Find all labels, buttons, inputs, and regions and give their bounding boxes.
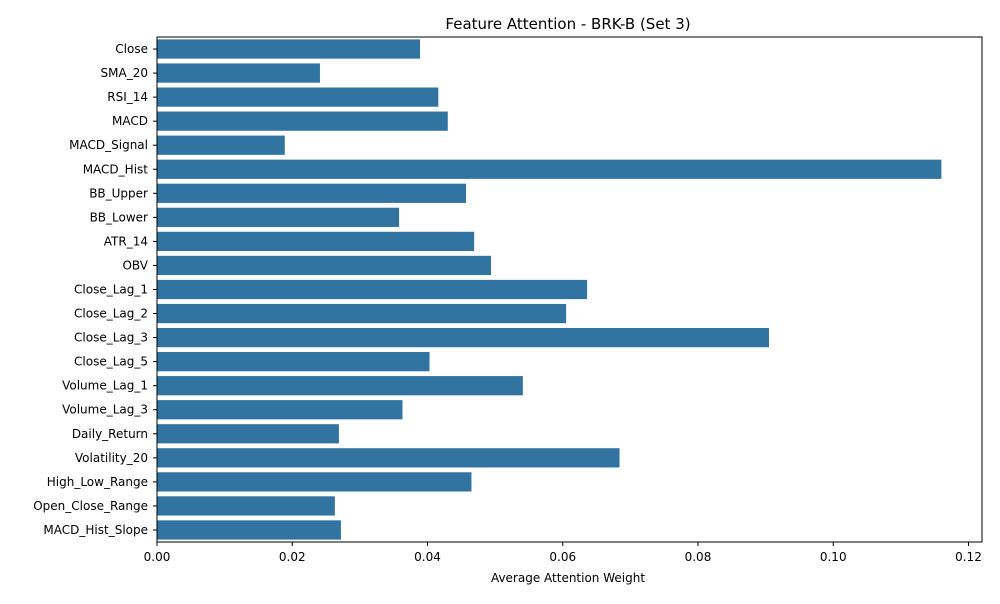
bar-daily-return xyxy=(157,424,339,444)
x-tick-label: 0.04 xyxy=(414,550,441,564)
x-axis-ticks: 0.00 0.02 0.04 0.06 0.08 0.10 0.12 xyxy=(144,542,982,564)
bar-macd-hist-slope xyxy=(157,520,341,540)
y-tick-label: Close_Lag_5 xyxy=(74,355,148,369)
bar-volume-lag-1 xyxy=(157,376,523,396)
y-tick-label: Daily_Return xyxy=(72,427,148,441)
y-tick-label: MACD_Hist xyxy=(83,162,149,176)
bar-macd-hist xyxy=(157,159,942,179)
y-tick-label: ATR_14 xyxy=(104,234,148,248)
y-tick-label: RSI_14 xyxy=(107,90,148,104)
x-tick-label: 0.02 xyxy=(279,550,306,564)
y-tick-label: Close xyxy=(115,42,148,56)
bar-bb-lower xyxy=(157,207,400,227)
bar-bb-upper xyxy=(157,183,467,203)
bars-group xyxy=(157,39,942,540)
y-tick-label: High_Low_Range xyxy=(47,475,148,489)
bar-volume-lag-3 xyxy=(157,400,403,420)
x-axis-label: Average Attention Weight xyxy=(491,571,645,585)
bar-macd xyxy=(157,111,448,131)
bar-close-lag-1 xyxy=(157,279,588,300)
y-tick-label: Close_Lag_3 xyxy=(74,331,148,345)
bar-close-lag-2 xyxy=(157,303,567,324)
y-tick-label: OBV xyxy=(122,258,148,272)
y-axis-ticks: Close SMA_20 RSI_14 MACD MACD_Signal MACD_His… xyxy=(33,42,157,537)
bar-close-lag-3 xyxy=(157,327,769,348)
bar-close-lag-5 xyxy=(157,352,430,372)
y-tick-label: Volatility_20 xyxy=(75,451,148,465)
bar-volatility-20 xyxy=(157,448,620,468)
x-tick-label: 0.12 xyxy=(955,550,982,564)
y-tick-label: MACD_Hist_Slope xyxy=(43,523,148,537)
bar-close xyxy=(157,39,421,59)
bar-macd-signal xyxy=(157,135,285,155)
chart-title: Feature Attention - BRK-B (Set 3) xyxy=(445,15,690,33)
bar-atr-14 xyxy=(157,231,475,252)
y-tick-label: SMA_20 xyxy=(101,66,148,80)
y-tick-label: Volume_Lag_3 xyxy=(62,403,148,417)
y-tick-label: Volume_Lag_1 xyxy=(62,379,148,393)
bar-obv xyxy=(157,255,492,276)
x-tick-label: 0.00 xyxy=(144,550,171,564)
y-tick-label: Open_Close_Range xyxy=(33,499,148,513)
bar-open-close-range xyxy=(157,496,335,516)
bar-high-low-range xyxy=(157,472,472,492)
x-tick-label: 0.08 xyxy=(685,550,712,564)
x-tick-label: 0.06 xyxy=(549,550,576,564)
y-tick-label: MACD_Signal xyxy=(69,138,148,152)
bar-rsi-14 xyxy=(157,87,439,107)
y-tick-label: BB_Lower xyxy=(90,210,148,224)
x-tick-label: 0.10 xyxy=(820,550,847,564)
y-tick-label: BB_Upper xyxy=(89,186,148,200)
bar-sma-20 xyxy=(157,63,320,83)
y-tick-label: Close_Lag_2 xyxy=(74,307,148,321)
plot-frame xyxy=(156,36,983,543)
y-tick-label: MACD xyxy=(112,114,148,128)
y-tick-label: Close_Lag_1 xyxy=(74,283,148,297)
